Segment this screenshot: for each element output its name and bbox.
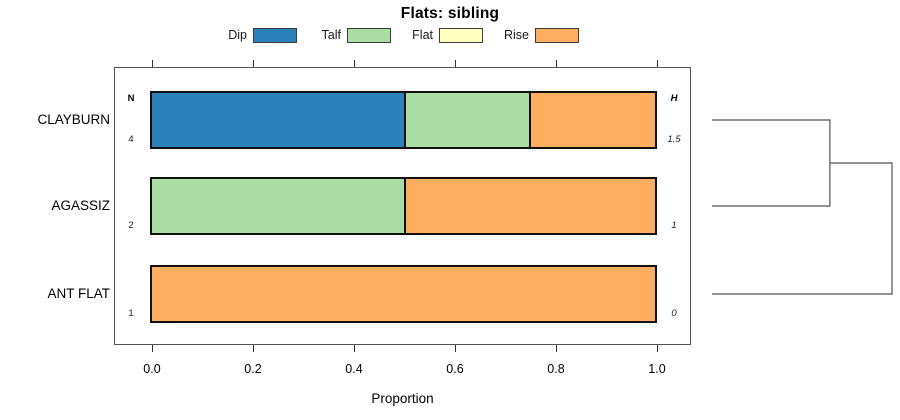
dendrogram-branch-1 bbox=[712, 119, 831, 207]
n-column-header: N bbox=[127, 93, 135, 104]
axis-tick-top bbox=[152, 60, 154, 67]
dendrogram-branch-2 bbox=[712, 162, 893, 295]
axis-tick-bottom bbox=[455, 345, 457, 352]
bar-segment-talf bbox=[403, 93, 530, 147]
bar-segment-talf bbox=[152, 179, 404, 233]
axis-tick-bottom bbox=[556, 345, 558, 352]
n-value: 1 bbox=[128, 308, 134, 319]
h-column-header: H bbox=[670, 93, 678, 104]
legend-label-dip: Dip bbox=[228, 28, 247, 42]
legend-label-talf: Talf bbox=[321, 28, 341, 42]
axis-tick-label: 0.2 bbox=[244, 362, 262, 376]
legend-swatch-dip bbox=[253, 28, 297, 43]
axis-tick-top bbox=[556, 60, 558, 67]
n-value: 4 bbox=[128, 134, 134, 145]
chart-title: Flats: sibling bbox=[400, 5, 500, 22]
axis-tick-top bbox=[657, 60, 659, 67]
h-value: 1 bbox=[671, 220, 677, 231]
x-axis-title: Proportion bbox=[371, 391, 434, 406]
legend-swatch-flat bbox=[439, 28, 483, 43]
row-label-agassiz: AGASSIZ bbox=[51, 198, 110, 213]
row-label-clayburn: CLAYBURN bbox=[37, 112, 110, 127]
bar-agassiz bbox=[150, 177, 657, 235]
bar-clayburn bbox=[150, 91, 657, 149]
legend-swatch-rise bbox=[535, 28, 579, 43]
axis-tick-label: 0.8 bbox=[547, 362, 565, 376]
plot-box bbox=[114, 67, 691, 345]
bar-segment-dip bbox=[152, 93, 404, 147]
axis-tick-bottom bbox=[152, 345, 154, 352]
n-value: 2 bbox=[128, 220, 134, 231]
bar-segment-rise bbox=[403, 179, 655, 233]
axis-tick-label: 0.6 bbox=[446, 362, 464, 376]
h-value: 1.5 bbox=[667, 134, 681, 145]
axis-tick-label: 1.0 bbox=[648, 362, 666, 376]
axis-tick-label: 0.0 bbox=[143, 362, 161, 376]
axis-tick-label: 0.4 bbox=[345, 362, 363, 376]
axis-tick-top bbox=[455, 60, 457, 67]
row-label-ant-flat: ANT FLAT bbox=[47, 286, 110, 301]
bar-segment-rise bbox=[152, 267, 655, 321]
legend-label-flat: Flat bbox=[412, 28, 433, 42]
axis-tick-bottom bbox=[657, 345, 659, 352]
axis-tick-top bbox=[354, 60, 356, 67]
bar-segment-rise bbox=[529, 93, 655, 147]
axis-tick-bottom bbox=[253, 345, 255, 352]
legend-swatch-talf bbox=[347, 28, 391, 43]
h-value: 0 bbox=[671, 308, 677, 319]
axis-tick-bottom bbox=[354, 345, 356, 352]
legend-label-rise: Rise bbox=[503, 28, 529, 42]
axis-tick-top bbox=[253, 60, 255, 67]
bar-ant-flat bbox=[150, 265, 657, 323]
